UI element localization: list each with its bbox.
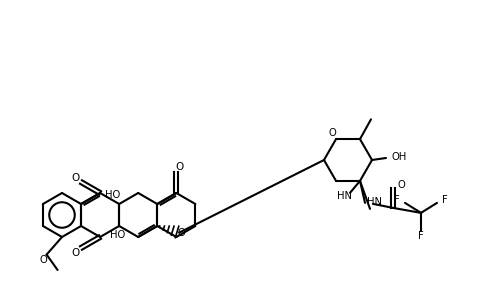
Text: OH: OH: [392, 152, 407, 162]
Text: O: O: [328, 128, 336, 138]
Text: O: O: [72, 173, 80, 183]
Text: O: O: [397, 180, 405, 190]
Text: O: O: [178, 228, 185, 238]
Text: HO: HO: [105, 190, 120, 200]
Text: O: O: [72, 248, 80, 258]
Text: F: F: [394, 195, 400, 205]
Text: F: F: [442, 195, 448, 205]
Text: O: O: [40, 255, 47, 265]
Text: F: F: [418, 231, 424, 241]
Text: HN: HN: [337, 191, 352, 201]
Text: HO: HO: [109, 230, 125, 240]
Text: O: O: [175, 162, 183, 172]
Text: HN: HN: [367, 197, 382, 207]
